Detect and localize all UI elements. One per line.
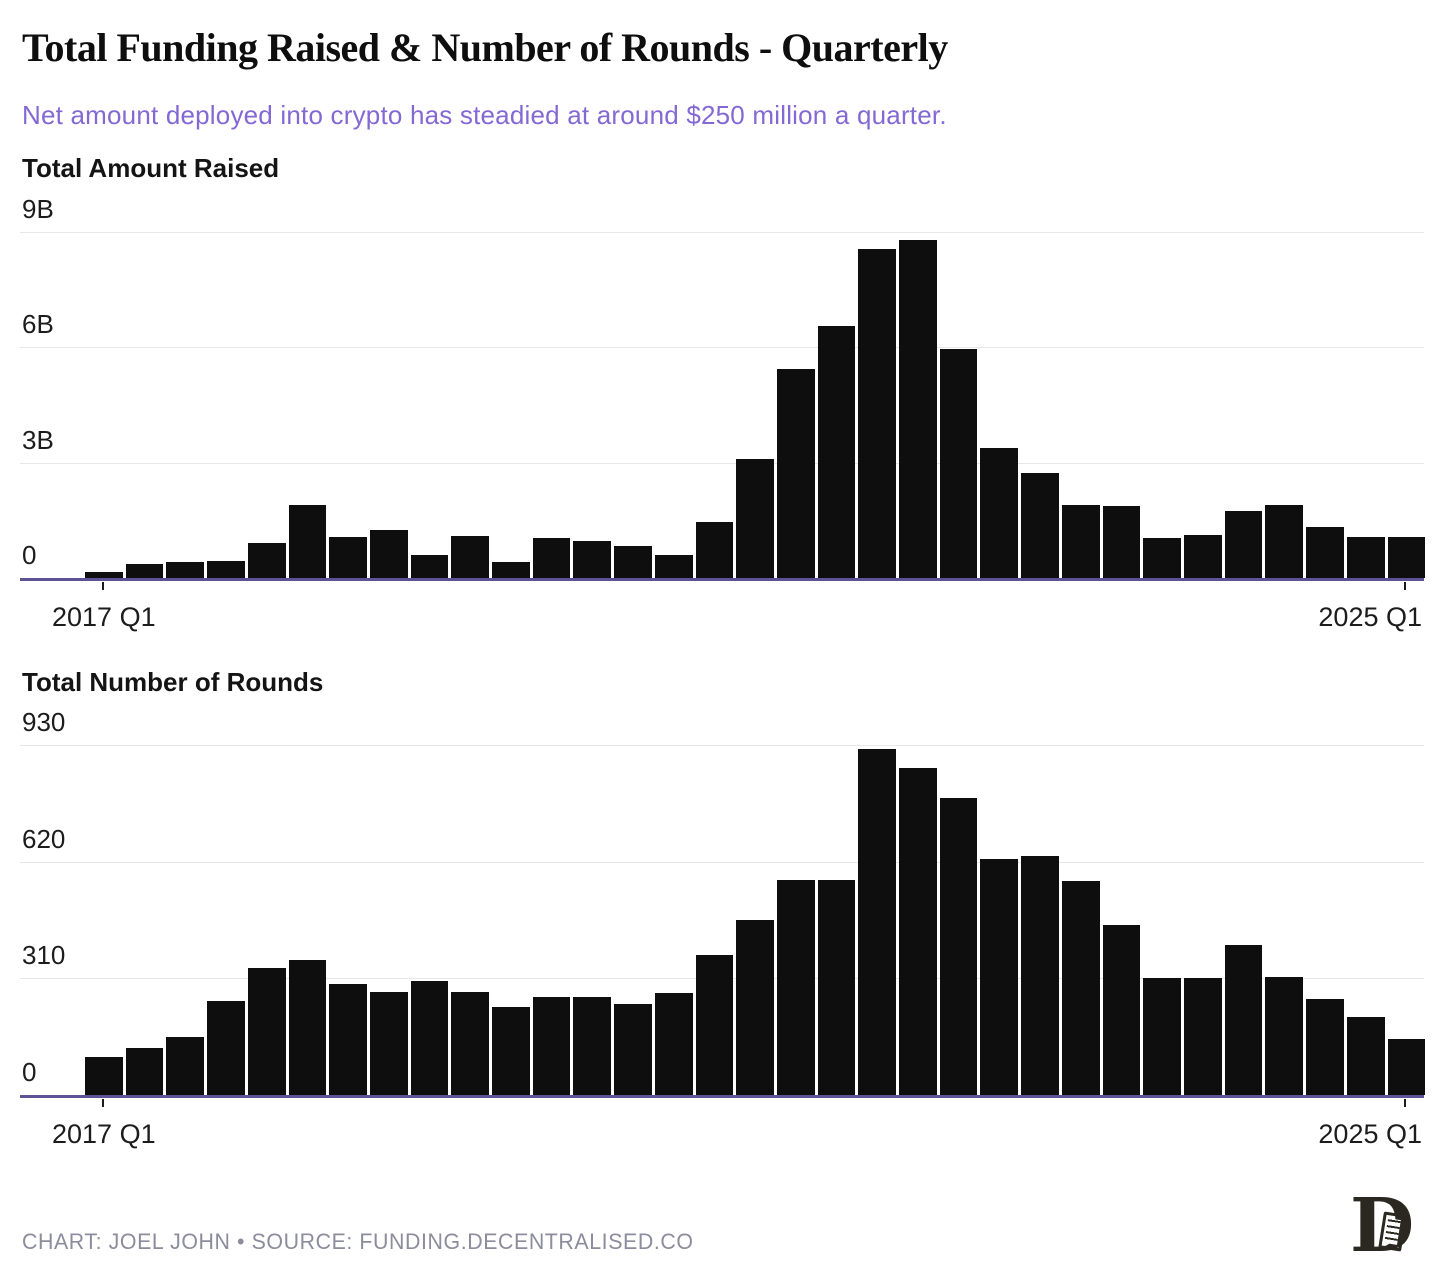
bar [329, 984, 367, 1095]
bar [410, 981, 449, 1095]
x-axis-label-right: 2025 Q1 [1318, 602, 1422, 632]
y-axis-label: 620 [22, 823, 66, 854]
bar [899, 768, 937, 1095]
x-axis-tick [102, 582, 104, 590]
bar [1061, 504, 1100, 578]
bar [817, 880, 856, 1095]
bar [736, 920, 774, 1095]
y-axis-label: 6B [22, 309, 54, 340]
page-subtitle: Net amount deployed into crypto has stea… [22, 100, 947, 130]
bar [573, 996, 612, 1095]
page-title: Total Funding Raised & Number of Rounds … [22, 25, 948, 70]
bar [980, 447, 1019, 578]
bar [329, 536, 367, 578]
bar [573, 540, 612, 578]
attribution-footer: CHART: JOEL JOHN • SOURCE: FUNDING.DECEN… [22, 1229, 694, 1254]
bar [1306, 999, 1344, 1095]
bar [125, 1048, 164, 1095]
bar [166, 1037, 205, 1095]
y-axis-label: 9B [22, 194, 54, 224]
bar [939, 798, 978, 1095]
bar [1102, 925, 1141, 1095]
gridline [20, 232, 1424, 233]
bar [207, 560, 245, 578]
bar [1346, 1017, 1385, 1095]
bar [1306, 527, 1344, 578]
bar [166, 561, 205, 578]
bar [1224, 511, 1263, 578]
x-axis-baseline [20, 578, 1424, 581]
bar [817, 325, 856, 578]
bars [85, 745, 1426, 1095]
chart-heading: Total Amount Raised [22, 153, 280, 183]
gridline [20, 861, 1424, 863]
x-axis-tick [1404, 1099, 1406, 1107]
y-axis-label: 930 [22, 707, 66, 737]
bar [369, 530, 408, 578]
bar [125, 563, 164, 578]
x-axis-baseline [20, 1095, 1424, 1098]
bar [1061, 880, 1100, 1095]
bar [1387, 1038, 1426, 1095]
gridline [20, 745, 1424, 746]
y-axis-label: 310 [22, 940, 66, 971]
x-axis-label-left: 2017 Q1 [52, 1119, 156, 1149]
bar [369, 991, 408, 1095]
bar [1265, 976, 1304, 1095]
bar [492, 1006, 530, 1095]
bar [288, 959, 327, 1095]
bar [492, 562, 530, 578]
y-axis-label: 0 [22, 540, 37, 570]
bar [858, 248, 897, 578]
bar [1346, 536, 1385, 578]
chart-heading: Total Number of Rounds [22, 667, 324, 697]
bar [695, 522, 734, 578]
x-axis-tick [1404, 582, 1406, 590]
bar [776, 368, 815, 578]
bar [654, 554, 693, 578]
bar [980, 859, 1019, 1095]
bar [451, 991, 490, 1095]
bar [899, 239, 937, 578]
y-axis-label: 3B [22, 424, 54, 455]
bar [1387, 536, 1426, 578]
bar [654, 993, 693, 1095]
bar [736, 459, 774, 578]
bar [1224, 944, 1263, 1095]
bar [614, 546, 652, 578]
bar [1183, 978, 1222, 1095]
bar [1183, 534, 1222, 578]
bar [695, 955, 734, 1095]
bar [1265, 505, 1304, 578]
bar [247, 542, 286, 578]
gridline [20, 347, 1424, 349]
bars [85, 232, 1426, 578]
x-axis-label-right: 2025 Q1 [1318, 1119, 1422, 1149]
gridline [20, 462, 1424, 464]
x-axis-tick [102, 1099, 104, 1107]
bar [451, 535, 490, 578]
bar [207, 1000, 245, 1095]
bar [1143, 978, 1181, 1095]
bar [1021, 472, 1059, 578]
bar [247, 967, 286, 1095]
bar [85, 571, 123, 578]
bar [1143, 537, 1181, 578]
bar [1102, 505, 1141, 578]
bar [85, 1057, 123, 1095]
bar [858, 749, 897, 1095]
bar [288, 505, 327, 578]
bar [939, 348, 978, 578]
bar [532, 537, 571, 578]
x-axis-label-left: 2017 Q1 [52, 602, 156, 632]
bar [532, 996, 571, 1095]
bar [1021, 856, 1059, 1095]
y-axis-label: 0 [22, 1057, 37, 1087]
decentralised-logo: D [1350, 1186, 1428, 1268]
bar [776, 880, 815, 1095]
bar [410, 554, 449, 578]
bar [614, 1004, 652, 1095]
